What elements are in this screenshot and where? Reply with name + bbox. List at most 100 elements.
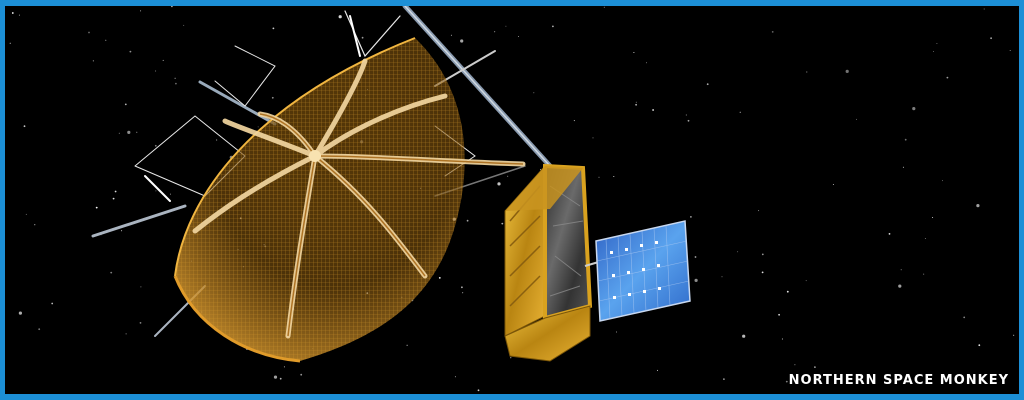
star-icon <box>976 204 980 208</box>
star-icon <box>603 6 605 8</box>
star-icon <box>95 206 98 209</box>
star-icon <box>946 76 949 79</box>
star-icon <box>462 292 464 294</box>
star-icon <box>34 224 36 226</box>
star-icon <box>912 107 916 111</box>
star-icon <box>155 190 157 192</box>
star-icon <box>690 216 692 218</box>
star-icon <box>742 334 746 338</box>
satellite-bus <box>504 163 593 362</box>
mesh-reflector <box>173 37 526 363</box>
space-scene <box>9 6 1015 392</box>
star-icon <box>845 69 849 73</box>
star-icon <box>771 31 774 33</box>
star-icon <box>778 313 780 316</box>
star-icon <box>832 184 834 185</box>
star-icon <box>140 10 142 12</box>
star-icon <box>11 12 14 14</box>
star-icon <box>902 166 904 168</box>
star-icon <box>805 280 807 282</box>
star-icon <box>461 286 463 289</box>
star-icon <box>1013 334 1015 336</box>
star-icon <box>932 217 934 218</box>
star-icon <box>183 24 185 26</box>
star-icon <box>105 39 107 41</box>
star-icon <box>112 197 115 200</box>
star-icon <box>814 366 816 368</box>
star-icon <box>154 144 157 147</box>
star-icon <box>171 6 173 8</box>
star-icon <box>552 25 554 28</box>
star-icon <box>127 130 131 134</box>
star-icon <box>786 290 789 293</box>
watermark-text: NORTHERN SPACE MONKEY <box>788 373 1009 388</box>
star-icon <box>501 222 504 225</box>
star-icon <box>466 219 469 222</box>
star-icon <box>175 82 177 85</box>
star-icon <box>169 193 171 195</box>
star-icon <box>129 50 132 53</box>
star-icon <box>92 60 94 62</box>
star-icon <box>687 119 690 122</box>
star-icon <box>694 256 697 258</box>
star-icon <box>694 278 698 282</box>
star-icon <box>635 101 637 103</box>
star-icon <box>794 364 796 366</box>
star-icon <box>110 271 113 274</box>
star-icon <box>616 331 617 333</box>
star-icon <box>300 373 303 376</box>
star-icon <box>942 180 943 182</box>
star-icon <box>806 71 808 73</box>
star-icon <box>856 118 857 120</box>
star-icon <box>162 59 164 61</box>
star-icon <box>898 284 902 288</box>
star-icon <box>761 271 764 274</box>
star-icon <box>273 375 278 379</box>
star-icon <box>272 27 275 30</box>
star-icon <box>114 190 117 193</box>
star-icon <box>888 233 891 235</box>
star-icon <box>533 92 535 94</box>
star-icon <box>450 34 452 36</box>
star-icon <box>23 125 26 128</box>
star-icon <box>613 176 615 177</box>
star-icon <box>652 109 654 111</box>
star-icon <box>598 176 600 178</box>
star-icon <box>18 14 20 16</box>
star-icon <box>9 42 11 44</box>
star-icon <box>785 380 788 383</box>
star-icon <box>983 8 985 10</box>
star-icon <box>573 120 575 122</box>
star-icon <box>139 322 142 324</box>
star-icon <box>518 36 519 37</box>
star-icon <box>505 25 507 27</box>
star-icon <box>477 389 480 392</box>
star-icon <box>494 31 496 33</box>
star-icon <box>723 378 725 380</box>
star-icon <box>685 114 687 116</box>
star-icon <box>978 344 981 347</box>
star-icon <box>781 338 783 340</box>
star-icon <box>904 138 907 141</box>
star-icon <box>721 276 723 278</box>
star-icon <box>923 273 925 275</box>
star-icon <box>900 269 902 271</box>
star-icon <box>338 15 342 19</box>
star-icon <box>933 51 934 52</box>
star-icon <box>592 137 594 139</box>
star-icon <box>257 126 259 128</box>
star-icon <box>497 182 501 186</box>
star-icon <box>460 39 464 43</box>
star-icon <box>51 302 54 305</box>
star-icon <box>124 103 127 106</box>
star-icon <box>646 62 647 64</box>
star-icon <box>140 286 142 288</box>
star-icon <box>990 37 992 40</box>
star-icon <box>38 328 41 331</box>
star-icon <box>454 376 456 378</box>
star-icon <box>174 77 176 79</box>
star-icon <box>510 357 512 359</box>
star-icon <box>657 369 658 371</box>
solar-panel <box>584 220 691 322</box>
